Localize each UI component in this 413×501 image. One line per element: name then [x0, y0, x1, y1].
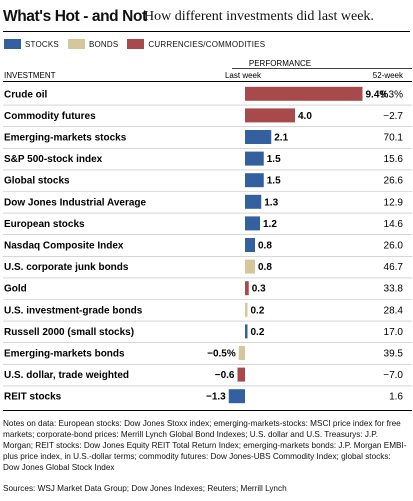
bar-value-label: 0.3	[252, 284, 266, 295]
bar	[238, 346, 245, 360]
change-value: 1.6	[389, 392, 403, 403]
row-label: Emerging-markets stocks	[4, 133, 127, 144]
row-label: Gold	[4, 284, 27, 295]
row-label: Crude oil	[4, 89, 48, 100]
bar	[245, 108, 295, 123]
bar	[245, 130, 272, 144]
performance-chart: PERFORMANCE INVESTMENT Last week 52-week…	[3, 31, 412, 411]
change-value: 33.8	[384, 284, 404, 295]
bar-value-label: 1.5	[267, 176, 281, 187]
change-value: 14.6	[384, 219, 404, 230]
bar-value-label: −0.5%	[207, 349, 236, 360]
change-value: 15.6	[384, 154, 404, 165]
row-label: European stocks	[4, 219, 85, 230]
legend-label-currencies: CURRENCIES/COMMODITIES	[148, 39, 266, 49]
chart-header: What's Hot - and Not How different inves…	[3, 5, 411, 29]
last-week-header: Last week	[225, 71, 262, 80]
bar-value-label: 0.8	[258, 241, 272, 252]
change-value: −7.0	[383, 370, 403, 381]
change-header: 52-week	[373, 71, 404, 80]
change-value: 39.5	[384, 349, 404, 360]
change-value: 17.0	[384, 327, 404, 338]
row-label: S&P 500-stock index	[4, 154, 103, 165]
bar	[245, 324, 248, 339]
row-label: U.S. investment-grade bonds	[4, 305, 143, 316]
bar	[245, 151, 264, 166]
legend-label-bonds: BONDS	[88, 39, 119, 49]
change-value: 70.1	[384, 133, 404, 144]
bar	[237, 367, 245, 382]
bar	[245, 173, 264, 188]
legend-swatch-currencies	[127, 39, 145, 49]
row-label: Dow Jones Industrial Average	[4, 197, 147, 208]
chart-title: What's Hot - and Not	[3, 8, 147, 25]
row-label: REIT stocks	[4, 392, 62, 403]
bar-value-label: 9.4%	[366, 89, 389, 100]
change-value: 28.4	[384, 305, 404, 316]
change-value: 12.9	[384, 197, 404, 208]
bar	[245, 281, 249, 296]
performance-group-label: PERFORMANCE	[249, 59, 311, 68]
bar-value-label: 0.8	[258, 262, 272, 273]
bar-value-label: 0.2	[251, 327, 265, 338]
legend-label-stocks: STOCKS	[25, 39, 59, 49]
bar-value-label: 1.3	[264, 197, 278, 208]
legend-item-currencies: CURRENCIES/COMMODITIES	[127, 39, 265, 49]
bar-value-label: 1.2	[263, 219, 277, 230]
bar	[245, 302, 248, 317]
bar	[245, 216, 260, 231]
legend-swatch-bonds	[67, 39, 85, 49]
legend-item-stocks: STOCKS	[4, 39, 59, 49]
bar	[245, 238, 255, 252]
bar-value-label: 4.0	[298, 111, 312, 122]
bar	[228, 389, 245, 404]
bar	[245, 259, 255, 274]
chart-rows: Crude oil 9.4%9.3% Commodity futures 4.0 −2.…	[3, 86, 412, 404]
bar	[245, 86, 363, 101]
change-value: 26.6	[384, 176, 404, 187]
chart-subtitle: How different investments did last week.	[144, 9, 374, 24]
row-label: Russell 2000 (small stocks)	[4, 327, 134, 338]
row-label: U.S. corporate junk bonds	[4, 262, 129, 273]
change-value: 46.7	[384, 262, 404, 273]
bar-value-label: −1.3	[206, 392, 226, 403]
legend: STOCKS BONDS CURRENCIES/COMMODITIES	[4, 38, 274, 50]
change-value: −2.7	[383, 111, 403, 122]
bar-value-label: 2.1	[274, 133, 288, 144]
bar-value-label: −0.6	[215, 370, 235, 381]
sources: Sources: WSJ Market Data Group; Dow Jone…	[3, 484, 287, 493]
bar	[245, 194, 262, 209]
row-label: Emerging-markets bonds	[4, 349, 125, 360]
bar-value-label: 0.2	[251, 305, 265, 316]
row-label: Global stocks	[4, 176, 70, 187]
notes: Notes on data: European stocks: Dow Jone…	[3, 419, 407, 472]
change-value: 9.3%	[380, 89, 403, 100]
row-label: Commodity futures	[4, 111, 96, 122]
row-label: Nasdaq Composite Index	[4, 241, 124, 252]
legend-item-bonds: BONDS	[67, 39, 119, 49]
legend-swatch-stocks	[4, 39, 21, 49]
investment-header: INVESTMENT	[4, 71, 56, 80]
bar-value-label: 1.5	[267, 154, 281, 165]
change-value: 26.0	[384, 241, 404, 252]
row-label: U.S. dollar, trade weighted	[4, 370, 129, 381]
